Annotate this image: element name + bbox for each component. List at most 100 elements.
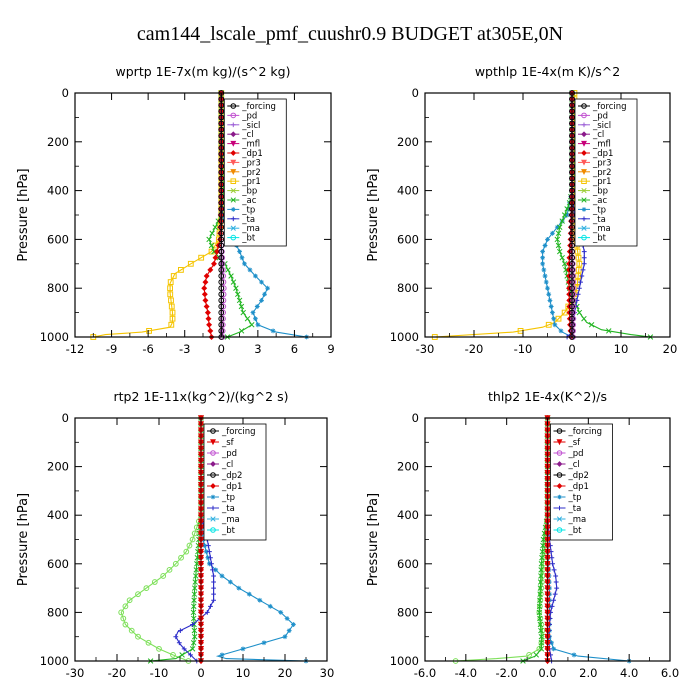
legend-label: _pd xyxy=(241,111,257,121)
x-tick-label: -20 xyxy=(108,666,127,680)
data-point xyxy=(191,591,198,597)
data-point xyxy=(250,310,256,315)
legend-item: _ac xyxy=(578,196,607,206)
data-point xyxy=(581,249,587,254)
data-point xyxy=(554,236,561,243)
data-point xyxy=(122,621,129,628)
y-tick-label: 0 xyxy=(62,86,69,100)
data-point xyxy=(278,610,284,615)
data-point xyxy=(192,579,198,585)
data-point xyxy=(207,549,212,555)
data-point xyxy=(537,591,543,597)
x-tick-label: 4.0 xyxy=(620,666,638,680)
data-point xyxy=(576,285,582,291)
data-point xyxy=(170,273,177,279)
data-point xyxy=(203,549,209,555)
legend-marker xyxy=(230,197,236,203)
data-point xyxy=(219,573,225,579)
data-point xyxy=(563,267,569,273)
data-point xyxy=(207,266,214,273)
data-point xyxy=(533,652,540,658)
data-point xyxy=(542,243,548,248)
data-point xyxy=(555,230,562,237)
y-axis-label: Pressure [hPa] xyxy=(366,493,381,586)
legend-marker xyxy=(230,150,237,156)
data-point xyxy=(540,542,546,549)
x-tick-label: 3 xyxy=(254,342,261,356)
data-point xyxy=(564,206,570,212)
x-tick-label: -10 xyxy=(514,342,533,356)
series-line xyxy=(120,418,202,662)
legend-item: _ma xyxy=(227,224,260,234)
data-point xyxy=(220,309,227,316)
x-tick-label: 0 xyxy=(568,342,575,356)
legend-marker xyxy=(210,461,216,467)
y-tick-label: 1000 xyxy=(40,654,69,668)
legend-label: _dp1 xyxy=(241,149,262,159)
data-point xyxy=(208,603,213,609)
y-axis-label: Pressure [hPa] xyxy=(366,168,381,261)
legend-label: _dp1 xyxy=(221,482,242,492)
data-point xyxy=(538,573,544,579)
data-point xyxy=(168,321,175,328)
series-line xyxy=(455,418,549,662)
legend-label: _sf xyxy=(568,438,582,448)
x-tick-label: 9 xyxy=(327,342,334,356)
legend-marker xyxy=(581,103,587,109)
legend-marker xyxy=(556,527,563,533)
data-point xyxy=(208,555,213,561)
data-point xyxy=(201,291,208,298)
y-tick-label: 400 xyxy=(397,184,419,198)
data-point xyxy=(172,560,179,567)
legend-marker xyxy=(230,225,236,231)
data-point xyxy=(552,322,558,328)
data-point xyxy=(220,315,226,322)
legend-item: _ma xyxy=(578,224,611,234)
data-point xyxy=(168,297,174,304)
legend-marker xyxy=(581,207,587,212)
x-tick-label: -30 xyxy=(416,342,435,356)
legend-label: _ta xyxy=(568,504,582,514)
x-tick-label: 10 xyxy=(614,342,629,356)
legend: _forcing_sf_pd_cl_dp2_dp1_tp_ta_ma_bt xyxy=(203,423,267,541)
y-tick-label: 1000 xyxy=(390,330,419,344)
data-point xyxy=(191,633,198,640)
y-tick-label: 800 xyxy=(397,605,419,619)
legend-label: _tp xyxy=(568,493,582,503)
chart-panel-2: wpthlp 1E-4x(m K)/s^2 Pressure [hPa] -30 -2… xyxy=(366,64,677,356)
legend-label: _cl xyxy=(241,130,253,140)
data-point xyxy=(198,254,205,261)
data-point xyxy=(546,291,552,297)
data-point xyxy=(551,646,557,652)
legend-marker xyxy=(230,103,237,109)
data-point xyxy=(575,254,582,261)
data-point xyxy=(580,267,586,273)
data-point xyxy=(284,616,290,621)
legend-marker xyxy=(581,187,587,194)
legend-label: _cl xyxy=(568,460,580,470)
y-tick-label: 200 xyxy=(397,460,419,474)
data-point xyxy=(537,579,544,585)
legend-marker xyxy=(230,216,236,222)
legend-label: _dp2 xyxy=(568,471,589,481)
legend-item: _sf xyxy=(207,438,235,448)
legend-label: _bp xyxy=(241,187,257,197)
data-point xyxy=(556,248,563,255)
data-point xyxy=(202,543,208,548)
data-point xyxy=(168,303,175,310)
data-point xyxy=(576,260,583,267)
data-point xyxy=(156,645,162,652)
x-tick-label: 10 xyxy=(236,666,251,680)
legend-item: _cl xyxy=(207,460,233,470)
data-point xyxy=(541,267,547,273)
y-tick-label: 200 xyxy=(47,460,69,474)
x-tick-label: 30 xyxy=(320,666,335,680)
x-tick-label: -12 xyxy=(66,342,85,356)
data-point xyxy=(242,261,247,267)
x-tick-label: 6.0 xyxy=(661,666,679,680)
data-point xyxy=(581,255,587,261)
data-point xyxy=(234,291,241,298)
data-point xyxy=(267,603,273,609)
legend-item: _tp xyxy=(578,205,606,215)
data-point xyxy=(564,212,570,218)
